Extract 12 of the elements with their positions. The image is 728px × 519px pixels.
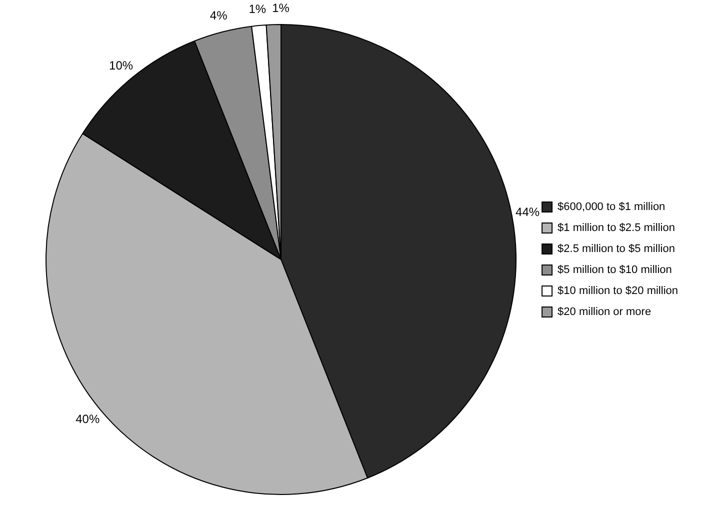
- legend-label: $10 million to $20 million: [558, 285, 678, 298]
- data-label: 10%: [109, 58, 134, 72]
- data-label: 44%: [516, 204, 540, 219]
- legend-label: $5 million to $10 million: [558, 264, 672, 276]
- data-label: 1%: [248, 2, 266, 16]
- data-label: 1%: [272, 0, 290, 15]
- legend-label: $2.5 million to $5 million: [558, 243, 675, 256]
- data-label: 40%: [76, 412, 100, 426]
- data-label: 4%: [210, 8, 228, 23]
- legend-label: $600,000 to $1 million: [558, 201, 666, 214]
- legend-label: $1 million to $2.5 million: [558, 222, 675, 234]
- legend-label: $20 million or more: [558, 306, 652, 318]
